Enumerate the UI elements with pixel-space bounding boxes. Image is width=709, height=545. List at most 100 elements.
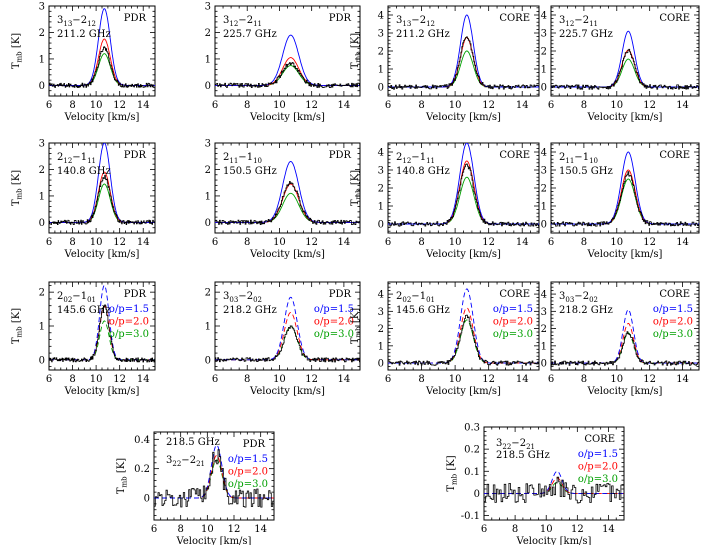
model-line-op-3-0 [388,50,539,88]
region-label: PDR [124,289,147,300]
x-tick-label: 6 [151,524,157,535]
y-tick-label: 2 [39,28,45,39]
transition-label: 211−110 [223,152,262,165]
legend-entry: o/p=1.5 [578,449,618,460]
observed-spectrum [551,331,699,366]
y-axis-label: Tmb [K] [11,308,24,344]
legend-entry: o/p=2.0 [228,467,268,478]
observed-spectrum [388,163,539,227]
y-tick-label: 1 [205,54,211,65]
frequency-label: 218.5 GHz [496,450,550,461]
y-tick-label: 0 [541,220,547,231]
y-tick-label: 3 [39,139,45,150]
transition-label: 212−111 [57,152,96,165]
y-tick-label: 2 [378,184,384,195]
y-tick-label: 1 [39,54,45,65]
transition-label: 303−202 [223,291,262,304]
x-axis-label: Velocity [km/s] [249,386,325,397]
legend-entry: o/p=2.0 [493,317,533,328]
model-line-op-3-0 [551,178,699,225]
y-axis-label: Tmb [K] [446,455,459,491]
x-tick-label: 12 [571,524,584,535]
legend-entry: o/p=2.0 [109,317,149,328]
region-label: CORE [499,13,530,24]
model-line-op-2-0 [49,171,155,223]
y-tick-label: 1 [378,341,384,352]
x-tick-label: 12 [305,100,318,111]
x-tick-label: 6 [212,100,218,111]
model-line-op-2-0 [215,57,360,86]
x-tick-label: 12 [305,237,318,248]
x-axis-label: Velocity [km/s] [64,249,140,260]
y-tick-label: 1 [205,322,211,333]
x-tick-label: 6 [385,374,391,385]
y-tick-label: 0.4 [134,435,150,446]
region-label: PDR [124,150,147,161]
x-tick-label: 8 [177,524,183,535]
frequency-label: 150.5 GHz [223,166,277,177]
x-tick-label: 10 [273,374,286,385]
panel-pdr-322: 6 8 10 12 14 0 0.2 0.4 Velocity [km/s] Tmb [K] PDR… [116,431,275,545]
frequency-label: 150.5 GHz [559,166,613,177]
transition-label: 202−101 [57,291,96,304]
observed-spectrum [551,171,699,227]
x-tick-label: 14 [338,237,351,248]
observed-spectrum [154,449,274,508]
x-tick-label: 14 [676,374,689,385]
x-tick-label: 10 [610,100,623,111]
y-tick-label: 2 [205,165,211,176]
y-tick-label: 3 [205,139,211,150]
model-line-op-1-5 [484,470,624,494]
region-label: PDR [124,13,147,24]
legend-entry: o/p=2.0 [314,317,354,328]
y-tick-label: 0 [541,359,547,370]
transition-label: 211−110 [559,152,598,165]
legend-entry: o/p=3.0 [314,329,354,340]
x-tick-label: 6 [385,237,391,248]
x-tick-label: 8 [69,374,75,385]
x-tick-label: 8 [244,100,250,111]
transition-label: 322−221 [166,455,205,468]
frequency-label: 211.2 GHz [57,29,111,40]
x-axis-label: Velocity [km/s] [64,112,140,123]
x-axis-label: Velocity [km/s] [587,112,663,123]
x-tick-label: 14 [602,524,615,535]
model-line-op-3-0 [551,58,699,88]
x-tick-label: 10 [610,237,623,248]
x-tick-label: 6 [548,374,554,385]
model-line-op-3-0 [388,176,539,225]
x-tick-label: 14 [516,374,529,385]
x-tick-label: 12 [482,237,495,248]
y-tick-label: 2 [39,165,45,176]
legend-entry: o/p=3.0 [228,479,268,490]
x-axis-label: Velocity [km/s] [587,386,663,397]
frequency-label: 218.2 GHz [223,305,277,316]
y-tick-label: 2 [378,324,384,335]
x-tick-label: 12 [305,374,318,385]
y-tick-label: -0.1 [461,511,480,522]
model-line-op-3-0 [49,53,155,86]
transition-label: 202−101 [396,291,435,304]
observed-spectrum [215,325,360,363]
y-tick-label: 3 [378,29,384,40]
x-tick-label: 10 [90,237,103,248]
x-tick-label: 12 [113,374,126,385]
y-tick-label: 4 [541,11,547,22]
x-tick-label: 6 [212,237,218,248]
model-line-op-2-0 [49,38,155,86]
y-tick-label: 0 [144,494,150,505]
x-tick-label: 8 [418,237,424,248]
x-tick-label: 8 [69,237,75,248]
observed-spectrum [388,314,539,366]
y-tick-label: 0 [39,81,45,92]
y-axis-label: Tmb [K] [350,170,363,206]
legend-entry: o/p=3.0 [578,474,618,485]
region-label: PDR [243,439,266,450]
region-label: CORE [659,150,690,161]
x-tick-label: 14 [254,524,267,535]
